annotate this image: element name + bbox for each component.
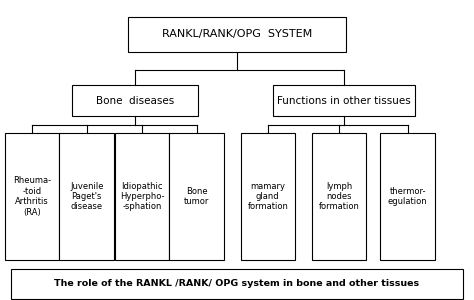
Text: Bone  diseases: Bone diseases: [96, 95, 174, 106]
FancyBboxPatch shape: [273, 85, 415, 116]
FancyBboxPatch shape: [11, 268, 463, 298]
FancyBboxPatch shape: [5, 133, 59, 260]
Text: Rheuma-
-toid
Arthritis
(RA): Rheuma- -toid Arthritis (RA): [13, 176, 51, 217]
Text: thermor-
egulation: thermor- egulation: [388, 187, 428, 206]
FancyBboxPatch shape: [169, 133, 224, 260]
Text: Idiopathic
Hyperpho-
-sphation: Idiopathic Hyperpho- -sphation: [120, 182, 164, 212]
Text: lymph
nodes
formation: lymph nodes formation: [319, 182, 359, 212]
FancyBboxPatch shape: [115, 133, 169, 260]
FancyBboxPatch shape: [240, 133, 295, 260]
FancyBboxPatch shape: [59, 133, 114, 260]
Text: Bone
tumor: Bone tumor: [184, 187, 210, 206]
Text: Juvenile
Paget's
disease: Juvenile Paget's disease: [70, 182, 103, 212]
Text: mamary
gland
formation: mamary gland formation: [247, 182, 288, 212]
FancyBboxPatch shape: [380, 133, 435, 260]
Text: Functions in other tissues: Functions in other tissues: [277, 95, 410, 106]
FancyBboxPatch shape: [72, 85, 198, 116]
Text: RANKL/RANK/OPG  SYSTEM: RANKL/RANK/OPG SYSTEM: [162, 29, 312, 40]
FancyBboxPatch shape: [311, 133, 366, 260]
Text: The role of the RANKL /RANK/ OPG system in bone and other tissues: The role of the RANKL /RANK/ OPG system …: [55, 279, 419, 288]
FancyBboxPatch shape: [128, 17, 346, 52]
